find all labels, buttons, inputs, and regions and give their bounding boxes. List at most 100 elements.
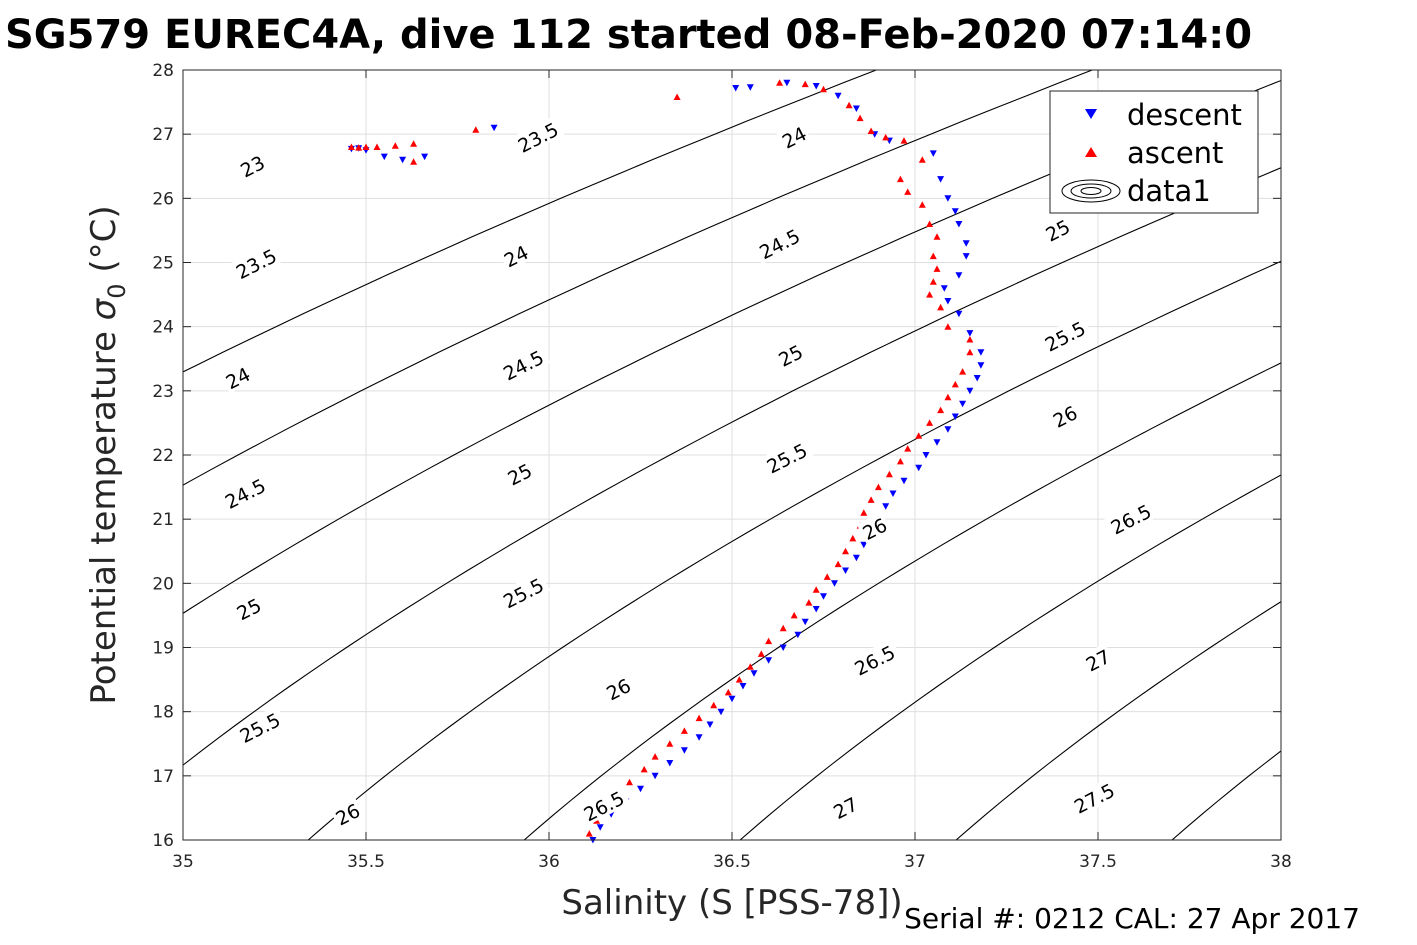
ascent-point <box>900 137 908 144</box>
y-tick-label: 20 <box>152 574 174 594</box>
isopycnal-27.5 <box>1359 44 1417 865</box>
ascent-point <box>885 470 893 478</box>
ascent-point <box>882 133 890 141</box>
descent-point <box>966 330 974 337</box>
ascent-point <box>820 85 827 93</box>
descent-point <box>666 760 674 767</box>
ascent-point <box>933 265 941 272</box>
ascent-point <box>695 714 703 722</box>
ascent-point <box>874 483 882 491</box>
x-tick-label: 37 <box>904 852 926 872</box>
isopycnal-23 <box>183 70 878 373</box>
descent-point <box>882 503 890 510</box>
descent-point <box>812 83 820 90</box>
ascent-point <box>410 140 418 147</box>
descent-point <box>746 84 754 91</box>
ascent-point <box>849 534 857 542</box>
descent-point <box>955 221 963 228</box>
density-contours <box>183 44 1417 865</box>
descent-point <box>959 400 967 408</box>
x-tick-label: 38 <box>1270 852 1292 872</box>
descent-point <box>820 593 827 600</box>
y-tick-label: 24 <box>152 318 174 338</box>
descent-point <box>490 124 498 132</box>
descent-point <box>680 747 688 754</box>
ascent-point <box>724 688 732 696</box>
descent-point <box>695 734 703 741</box>
descent-point <box>962 240 970 247</box>
ascent-point <box>918 156 926 163</box>
ascent-point <box>896 175 904 183</box>
descent-point <box>937 176 945 183</box>
chart-title: SG579 EUREC4A, dive 112 started 08-Feb-2… <box>5 12 1252 58</box>
ascent-point <box>790 611 798 619</box>
descent-point <box>779 644 787 651</box>
descent-point <box>834 92 842 100</box>
legend-contour-icon <box>1061 179 1121 203</box>
descent-point <box>860 541 868 549</box>
ascent-point <box>710 701 718 709</box>
ascent-point <box>776 79 784 86</box>
descent-point <box>801 618 809 626</box>
ascent-point <box>373 143 381 150</box>
ascent-point <box>944 323 952 330</box>
legend-ascent-marker <box>1085 147 1097 157</box>
ascent-point <box>410 158 418 165</box>
ascent-point <box>937 406 945 414</box>
y-tick-label: 17 <box>152 767 174 787</box>
descent-point <box>929 150 937 157</box>
contour-label: 25 <box>230 591 266 625</box>
x-tick-label: 35.5 <box>347 852 385 872</box>
ascent-point <box>915 432 923 439</box>
descent-point <box>900 477 908 485</box>
ascent-point <box>904 445 912 452</box>
ascent-series <box>347 79 974 837</box>
descent-point <box>944 195 952 202</box>
x-tick-label: 35 <box>172 852 194 872</box>
descent-point <box>717 708 725 716</box>
y-tick-label: 28 <box>152 61 174 81</box>
legend-data1-label: data1 <box>1127 174 1211 208</box>
descent-point <box>812 606 820 613</box>
descent-point <box>783 79 791 87</box>
ascent-point <box>834 560 842 568</box>
ascent-point <box>904 188 912 195</box>
ascent-point <box>472 126 480 133</box>
ascent-point <box>666 740 674 747</box>
ascent-point <box>626 778 633 786</box>
descent-point <box>728 695 736 703</box>
ascent-point <box>867 127 875 134</box>
descent-point <box>706 721 714 728</box>
ascent-point <box>391 142 399 149</box>
ascent-point <box>735 676 743 683</box>
x-tick-label: 37.5 <box>1079 852 1117 872</box>
y-tick-label: 19 <box>152 639 174 659</box>
descent-point <box>951 413 959 420</box>
descent-point <box>955 272 963 279</box>
legend-box <box>1049 90 1259 214</box>
x-axis-label: Salinity (S [PSS-78]) <box>561 883 902 923</box>
descent-point <box>889 490 897 497</box>
descent-point <box>944 426 952 433</box>
descent-point <box>966 387 974 395</box>
isopycnal-25.5 <box>523 362 1281 840</box>
descent-point <box>750 670 758 677</box>
y-tick-label: 25 <box>152 254 174 274</box>
ascent-point <box>585 830 593 837</box>
descent-point <box>794 631 802 639</box>
y-tick-label: 18 <box>152 703 174 723</box>
ascent-point <box>651 753 659 760</box>
y-axis-label: Potential temperature σ0 (°C) <box>84 205 131 704</box>
ascent-point <box>867 496 875 503</box>
descent-point <box>831 580 838 587</box>
descent-point <box>852 105 860 112</box>
x-axis: 35 35.5 36 36.5 37 37.5 38 <box>172 70 1292 872</box>
descent-point <box>915 464 923 472</box>
ascent-point <box>926 419 934 426</box>
descent-point <box>962 253 970 260</box>
ascent-point <box>765 637 773 645</box>
descent-point <box>739 683 747 690</box>
legend: descent ascent data1 <box>1049 90 1259 214</box>
descent-point <box>421 153 429 161</box>
